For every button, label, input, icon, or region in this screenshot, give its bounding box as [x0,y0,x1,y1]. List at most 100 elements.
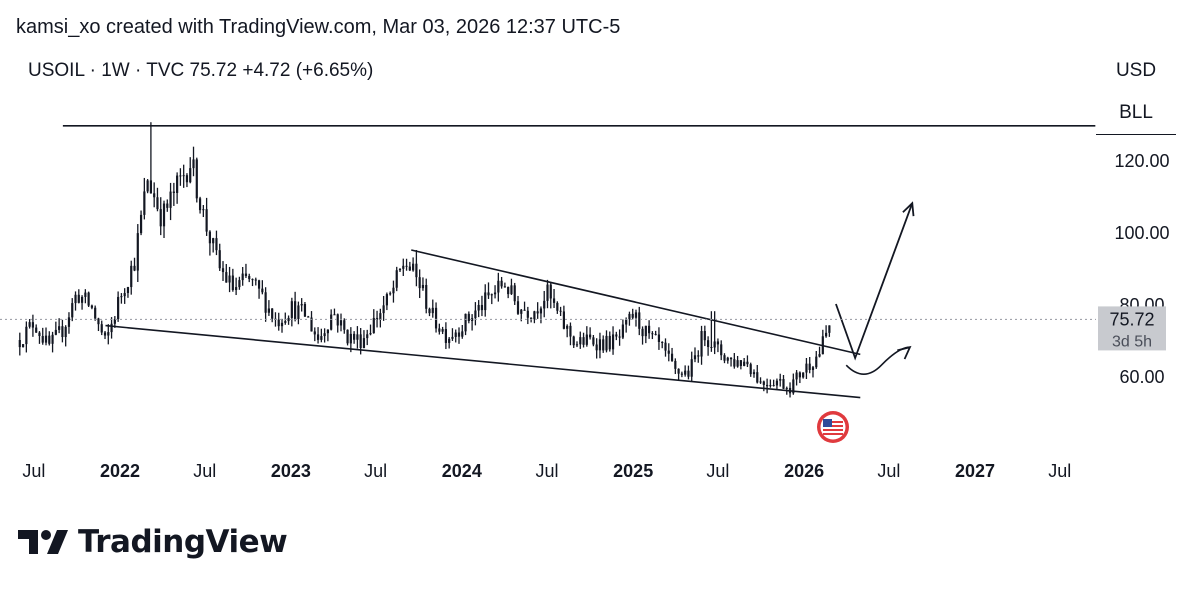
candle-body [120,296,123,298]
symbol-legend[interactable]: USOIL · 1W · TVC 75.72 +4.72 (+6.65%) [28,60,374,81]
candle-body [448,338,451,343]
candle-body [287,317,290,322]
candle-body [507,286,510,295]
candle-body [21,344,25,348]
time-axis: Jul 2022 Jul 2023 Jul 2024 Jul 2025 Jul 2026 Jul 20… [22,461,1071,481]
candle-body [631,313,634,318]
candle-body [90,305,94,308]
projection-up-path[interactable] [835,202,914,361]
wedge-lower-line[interactable] [105,324,861,399]
candle-body [766,384,769,387]
candle-body [149,180,153,194]
candle-body [808,363,811,370]
candle-body [825,332,828,337]
unit-label[interactable]: BLL [1119,102,1153,123]
candle-body [107,332,110,336]
us-flag-icon[interactable] [817,411,849,443]
time-tick-month: Jul [1048,461,1071,481]
candle-body [795,372,798,380]
candle-body [546,284,549,301]
candle-body [356,334,359,340]
candle-body [244,273,248,276]
candle-body [349,333,352,344]
candle-body [503,286,506,288]
candle-body [598,339,602,351]
candle-body [484,292,487,311]
candle-body [123,292,126,297]
projection-alt-path[interactable] [845,346,910,375]
tradingview-logo[interactable]: TradingView [18,520,288,564]
candle-body [117,296,120,320]
candle-body [628,313,631,320]
candle-body [100,324,103,333]
candle-body [280,322,284,327]
candle-body [221,268,225,273]
candle-body [80,296,84,303]
candle-body [543,300,546,309]
candle-body [277,319,280,327]
candle-body [618,336,621,338]
candle-body [657,334,661,342]
candle-body [552,298,556,303]
candle-body [608,335,611,350]
candle-body [611,334,615,350]
candle-body [431,307,434,314]
candle-body [677,368,680,374]
candle-body [18,340,21,348]
candle-body [549,284,552,299]
candle-body [798,372,801,378]
candle-body [284,321,287,323]
candle-body [444,329,447,343]
candle-body [136,233,139,271]
candle-body [297,305,300,319]
candle-body [818,354,821,357]
candle-body [418,277,421,289]
candle-body [713,341,716,348]
time-tick-year: 2027 [955,461,995,481]
candle-body [41,336,44,343]
candle-body [382,305,385,314]
candle-body [271,308,274,319]
candle-body [103,332,107,336]
candle-body [585,334,588,345]
candle-body [326,329,329,334]
tradingview-logo-icon [18,530,68,554]
candle-body [202,209,205,211]
candle-body [241,273,244,281]
candle-body [343,320,346,330]
candle-body [477,304,480,311]
currency-label[interactable]: USD [1115,60,1157,81]
candle-body [192,159,195,169]
candle-body [71,303,74,318]
candle-body [743,361,746,366]
candle-body [644,325,647,337]
price-tick-label: 120.00 [1114,151,1169,171]
chart-credit: kamsi_xo created with TradingView.com, M… [16,16,621,38]
candle-body [438,328,441,332]
time-tick-month: Jul [706,461,729,481]
price-tick-label: 60.00 [1119,367,1164,387]
unit-selector[interactable]: USD BLL [1096,50,1176,135]
candle-body [379,313,382,320]
candle-body [461,331,464,337]
candle-body [428,308,431,314]
candle-body [772,385,775,387]
candle-body [133,265,136,271]
candle-body [392,287,395,294]
candle-body [35,327,38,333]
candle-body [408,266,411,271]
candle-body [707,340,710,348]
candle-body [238,280,241,288]
wedge-upper-line[interactable] [411,249,861,356]
candle-body [336,314,339,326]
candle-body [58,326,61,330]
price-tick-label: 100.00 [1114,223,1169,243]
candle-body [212,238,215,244]
candle-body [811,367,815,370]
candle-body [61,326,64,338]
candle-body [736,360,739,367]
candle-body [582,337,585,345]
candle-body [651,333,654,335]
candle-body [159,209,162,227]
